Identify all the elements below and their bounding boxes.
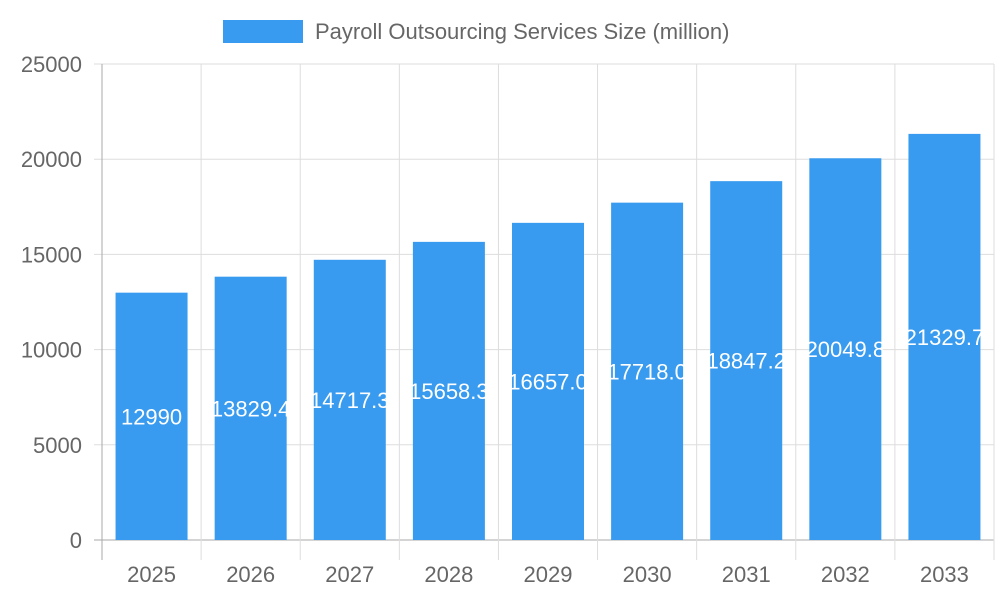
data-label: 18847.2 [706,349,786,374]
legend-label: Payroll Outsourcing Services Size (milli… [315,19,729,44]
x-tick-label: 2032 [821,562,870,587]
data-label: 20049.8 [806,337,886,362]
bar [908,133,981,540]
data-label: 17718.0 [607,359,687,384]
y-tick-label: 5000 [33,433,82,458]
data-label: 13829.4 [211,396,291,421]
y-tick-label: 15000 [21,242,82,267]
x-tick-label: 2026 [226,562,275,587]
bar [809,158,882,540]
y-tick-label: 20000 [21,147,82,172]
bar [214,276,287,540]
data-label: 16657.0 [508,369,588,394]
bar [412,241,485,540]
y-tick-label: 10000 [21,338,82,363]
data-label: 21329.7 [905,325,985,350]
y-tick-label: 0 [70,528,82,553]
legend-swatch [223,20,303,43]
x-tick-label: 2027 [325,562,374,587]
bar [512,222,584,541]
y-tick-label: 25000 [21,52,82,77]
x-tick-label: 2033 [920,562,969,587]
x-tick-label: 2028 [424,562,473,587]
x-tick-label: 2025 [127,562,176,587]
bar [710,181,783,541]
x-tick-label: 2030 [623,562,672,587]
data-label: 14717.3 [310,388,390,413]
bar [611,202,684,540]
data-label: 12990 [121,404,182,429]
x-tick-label: 2029 [524,562,573,587]
data-label: 15658.3 [409,379,489,404]
bar [313,259,386,540]
x-tick-label: 2031 [722,562,771,587]
bar [115,292,188,540]
